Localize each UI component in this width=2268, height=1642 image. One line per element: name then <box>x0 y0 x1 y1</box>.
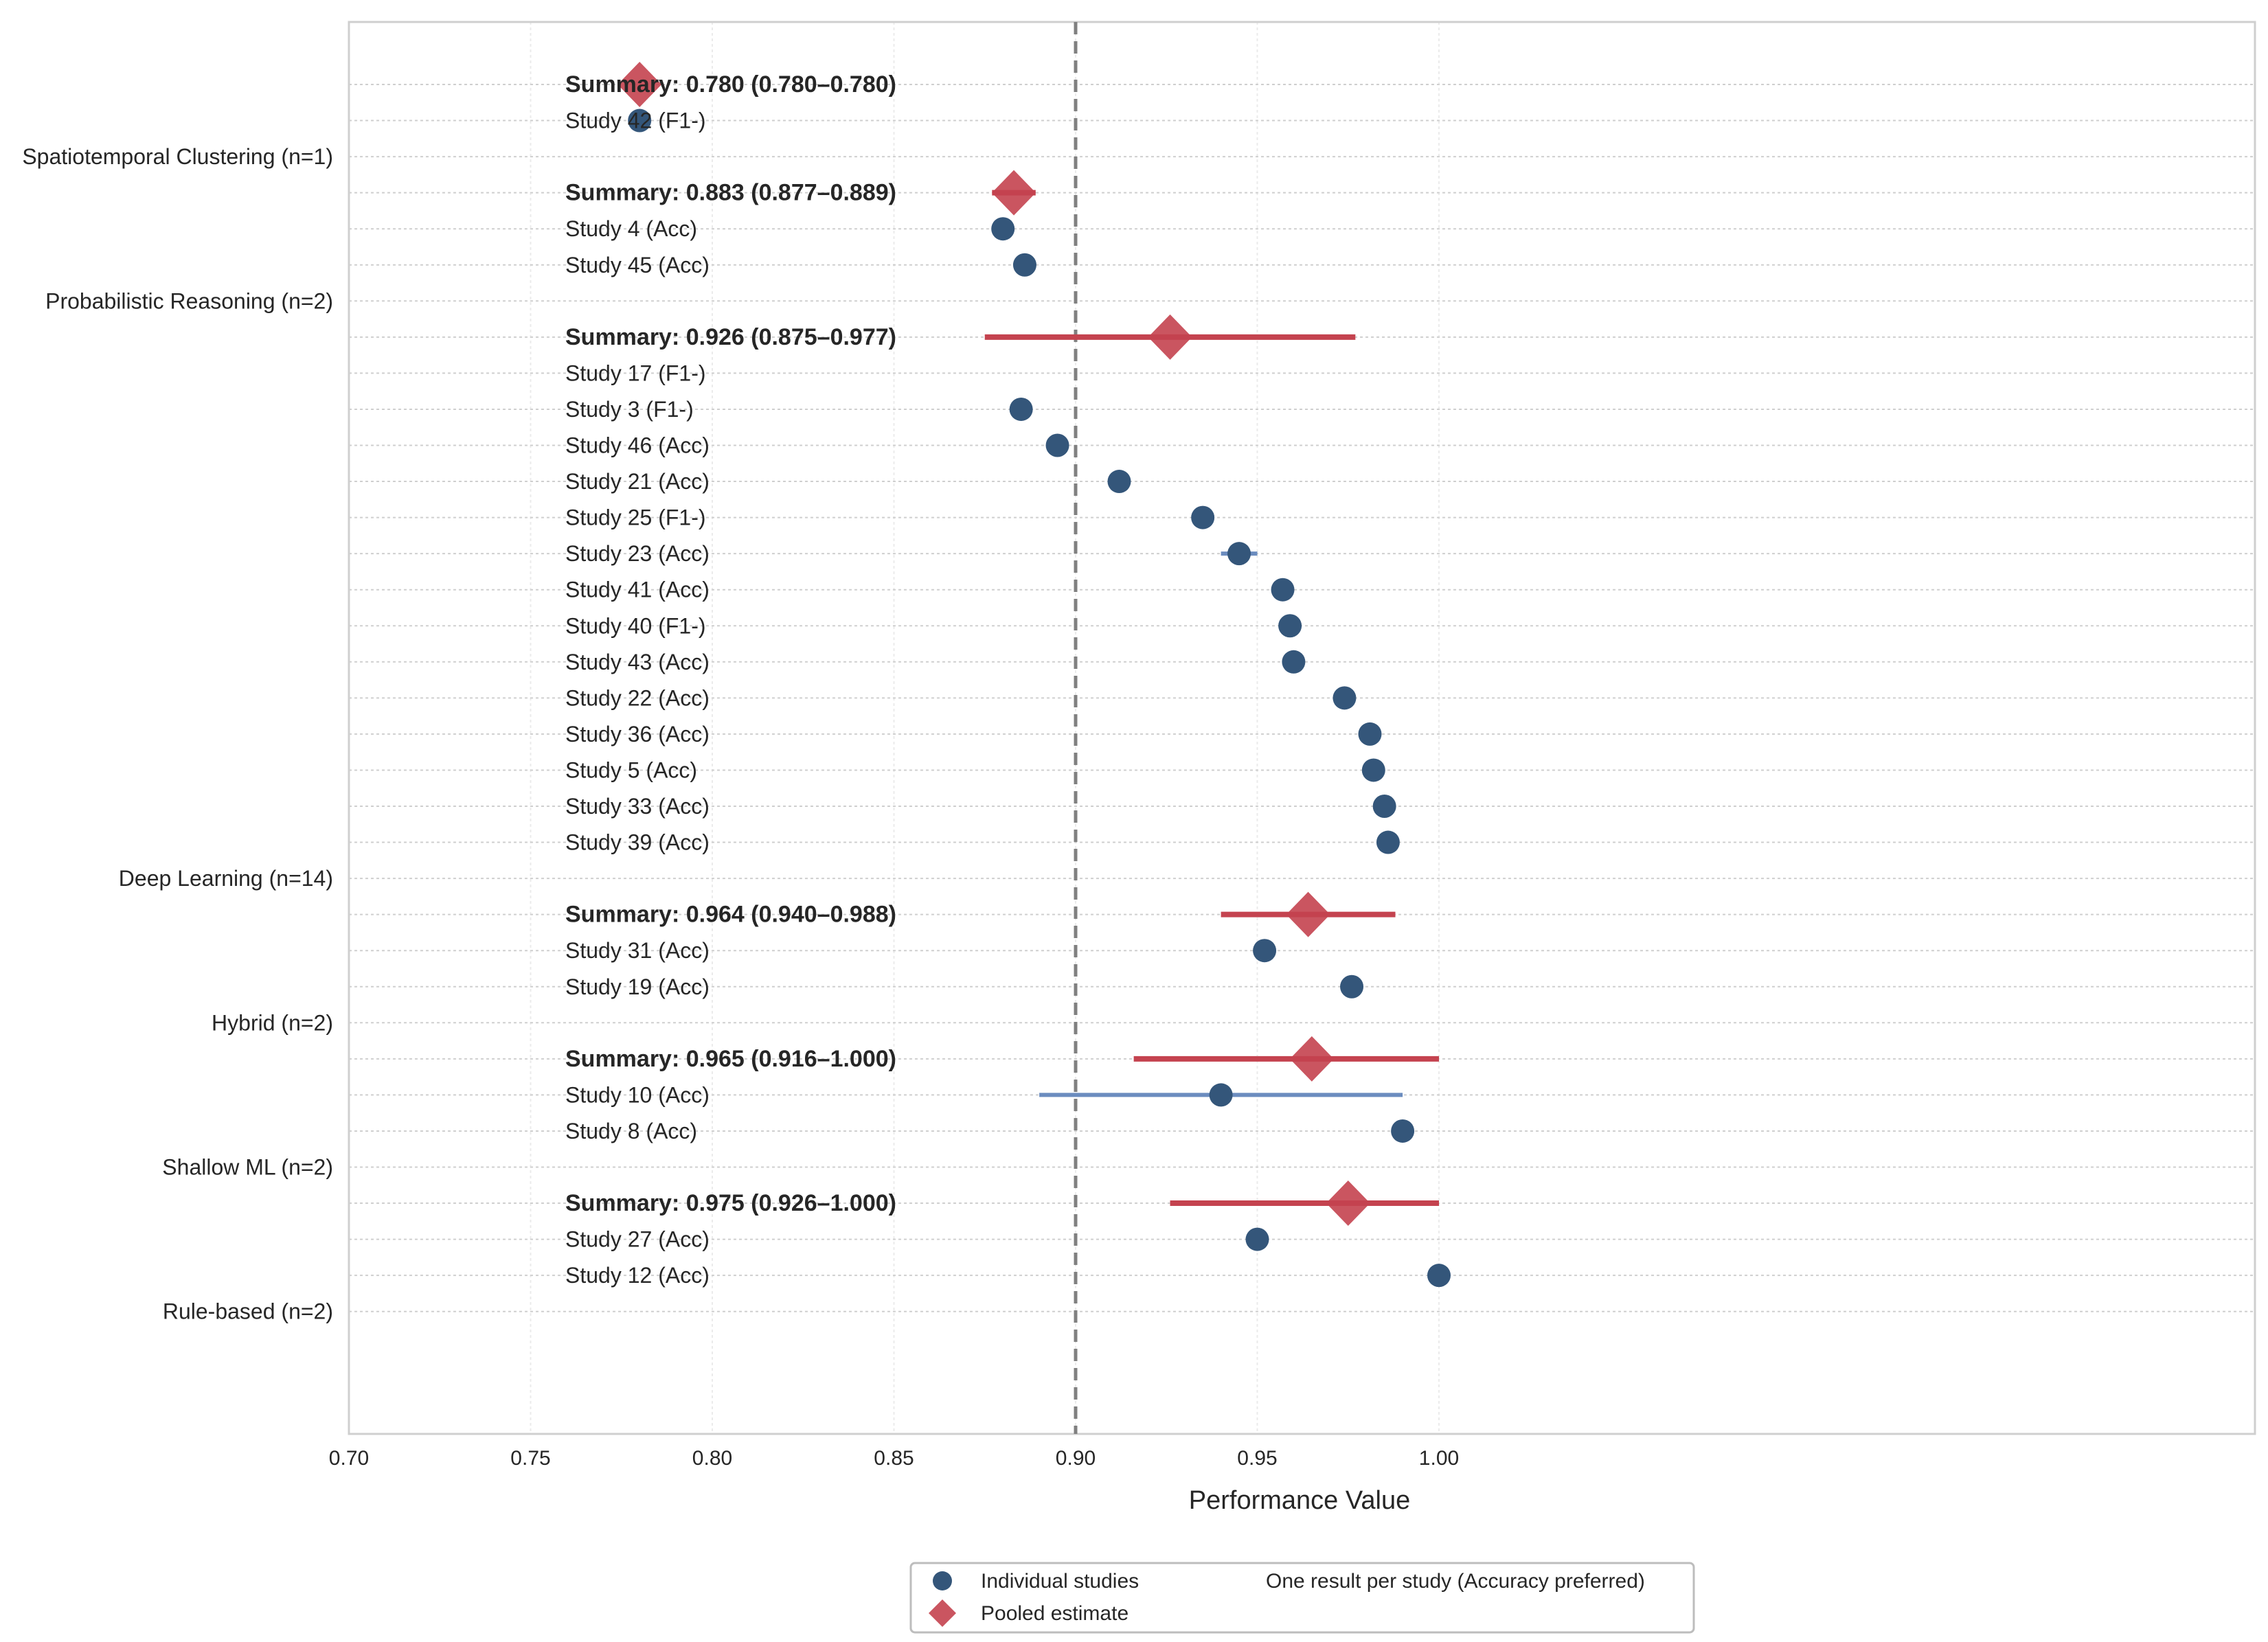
study-point <box>1191 505 1215 529</box>
study-point <box>1009 397 1033 421</box>
study-label: Study 33 (Acc) <box>565 794 710 819</box>
summary-label: Summary: 0.780 (0.780–0.780) <box>565 71 896 98</box>
summary-label: Summary: 0.965 (0.916–1.000) <box>565 1046 896 1072</box>
x-tick-label: 0.80 <box>692 1447 732 1470</box>
study-point <box>1012 253 1036 277</box>
summary-label: Summary: 0.883 (0.877–0.889) <box>565 180 896 206</box>
labels-layer: Summary: 0.780 (0.780–0.780) Study 42 (F1… <box>22 71 896 1324</box>
x-tick-label: 0.95 <box>1237 1447 1277 1470</box>
study-point <box>1278 614 1302 638</box>
study-label: Study 4 (Acc) <box>565 216 697 241</box>
group-label: Hybrid (n=2) <box>212 1010 333 1035</box>
legend-pooled-marker <box>929 1599 956 1627</box>
group-label: Probabilistic Reasoning (n=2) <box>45 288 333 313</box>
summary-label: Summary: 0.964 (0.940–0.988) <box>565 902 896 928</box>
study-label: Study 3 (F1-) <box>565 397 694 422</box>
x-axis-ticks: 0.70 0.75 0.80 0.85 0.90 0.95 1.00 <box>329 1447 1459 1470</box>
x-tick-label: 1.00 <box>1419 1447 1459 1470</box>
study-point <box>1282 650 1306 674</box>
x-tick-label: 0.85 <box>874 1447 914 1470</box>
pooled-diamond <box>1289 1036 1334 1082</box>
legend-note: One result per study (Accuracy preferred… <box>1266 1570 1645 1593</box>
study-label: Study 45 (Acc) <box>565 253 710 277</box>
pooled-diamond <box>617 62 662 107</box>
x-tick-label: 0.90 <box>1056 1447 1096 1470</box>
legend-study-marker <box>933 1571 952 1590</box>
group-label: Rule-based (n=2) <box>163 1299 333 1324</box>
study-point <box>628 109 652 133</box>
x-axis-title: Performance Value <box>1189 1486 1410 1515</box>
study-label: Study 27 (Acc) <box>565 1227 710 1252</box>
summary-label: Summary: 0.926 (0.875–0.977) <box>565 324 896 350</box>
study-point <box>1045 433 1069 457</box>
study-label: Study 23 (Acc) <box>565 541 710 566</box>
plot-frame <box>348 21 2256 1435</box>
study-point <box>991 217 1015 241</box>
study-point <box>1245 1227 1269 1251</box>
study-label: Study 5 (Acc) <box>565 757 697 782</box>
study-label: Study 17 (F1-) <box>565 361 706 385</box>
study-label: Study 36 (Acc) <box>565 722 710 746</box>
study-point <box>1427 1264 1451 1288</box>
study-label: Study 12 (Acc) <box>565 1263 710 1288</box>
study-point <box>1340 974 1364 999</box>
legend-pooled-label: Pooled estimate <box>981 1602 1129 1625</box>
x-tick-label: 0.75 <box>510 1447 550 1470</box>
legend: Individual studies Pooled estimate One r… <box>909 1562 1695 1634</box>
group-label: Deep Learning (n=14) <box>119 866 333 891</box>
study-point <box>1358 722 1382 746</box>
study-label: Study 40 (F1-) <box>565 613 706 638</box>
pooled-diamond <box>992 170 1036 216</box>
study-point <box>1376 830 1400 854</box>
x-tick-label: 0.70 <box>329 1447 369 1470</box>
group-label: Shallow ML (n=2) <box>162 1155 333 1180</box>
marks-layer <box>617 62 1451 1288</box>
legend-study-label: Individual studies <box>981 1570 1139 1593</box>
study-point <box>1391 1119 1415 1143</box>
study-point <box>1271 578 1295 602</box>
pooled-diamond <box>1148 314 1192 360</box>
group-label: Spatiotemporal Clustering (n=1) <box>22 144 333 169</box>
study-label: Study 22 (Acc) <box>565 685 710 710</box>
study-label: Study 39 (Acc) <box>565 830 710 855</box>
study-label: Study 42 (F1-) <box>565 109 706 133</box>
study-label: Study 43 (Acc) <box>565 650 710 674</box>
study-label: Study 8 (Acc) <box>565 1119 697 1143</box>
study-point <box>1227 542 1251 566</box>
study-label: Study 21 (Acc) <box>565 469 710 494</box>
study-point <box>1107 470 1131 494</box>
summary-label: Summary: 0.975 (0.926–1.000) <box>565 1190 896 1216</box>
study-point <box>1253 939 1277 963</box>
study-label: Study 19 (Acc) <box>565 974 710 999</box>
study-point <box>1361 758 1385 782</box>
study-point <box>1372 795 1396 818</box>
study-point <box>1209 1083 1233 1107</box>
study-label: Study 10 (Acc) <box>565 1082 710 1107</box>
legend-box <box>909 1562 1695 1634</box>
study-label: Study 46 (Acc) <box>565 433 710 458</box>
study-label: Study 41 (Acc) <box>565 578 710 602</box>
pooled-diamond <box>1286 891 1330 937</box>
study-label: Study 25 (F1-) <box>565 505 706 530</box>
study-point <box>1333 686 1357 710</box>
study-label: Study 31 (Acc) <box>565 938 710 963</box>
pooled-diamond <box>1326 1181 1370 1227</box>
